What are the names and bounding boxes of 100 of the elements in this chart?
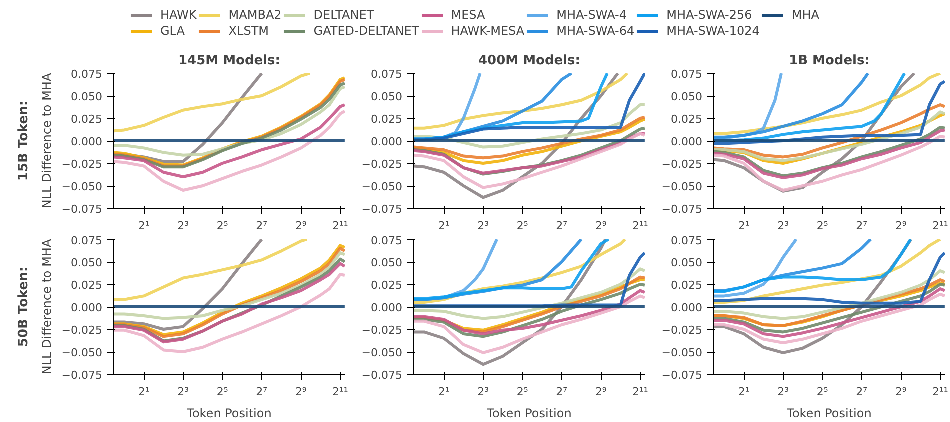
y-tick-label: 0.000 <box>71 302 103 314</box>
y-tick-label: 0.050 <box>71 256 103 270</box>
y-tick-label: −0.050 <box>62 346 103 360</box>
x-axis-title: Token Position <box>186 406 272 420</box>
x-tick-label: 2¹ <box>438 220 450 232</box>
legend-label: HAWK <box>160 8 197 22</box>
x-tick-label: 2¹¹ <box>632 220 648 232</box>
y-tick-label: 0.025 <box>671 279 703 292</box>
x-tick-label: 2¹¹ <box>332 220 348 232</box>
y-tick-label: −0.075 <box>362 369 403 382</box>
y-tick-label: −0.025 <box>662 324 703 337</box>
y-axis-title: NLL Difference to MHA <box>40 72 54 209</box>
x-tick-label: 2¹ <box>138 386 150 398</box>
x-tick-label: 2⁷ <box>556 386 568 398</box>
legend-label: HAWK-MESA <box>451 24 525 38</box>
x-tick-label: 2⁹ <box>895 220 907 232</box>
y-tick-label: 0.050 <box>71 90 103 104</box>
legend-label: MESA <box>451 8 486 22</box>
x-tick-label: 2⁷ <box>556 220 568 232</box>
chart-title: 400M Models: <box>478 54 580 68</box>
y-tick-label: −0.050 <box>662 346 703 360</box>
x-tick-label: 2⁹ <box>595 386 607 398</box>
x-axis-title: Token Position <box>486 406 572 420</box>
y-tick-label: 0.050 <box>371 90 403 104</box>
y-tick-label: 0.075 <box>71 234 103 248</box>
x-tick-label: 2⁷ <box>856 386 868 398</box>
x-tick-label: 2⁷ <box>256 386 268 398</box>
chart-title: 1B Models: <box>789 54 870 68</box>
x-tick-label: 2¹¹ <box>932 220 948 232</box>
x-tick-label: 2³ <box>778 386 790 398</box>
x-tick-label: 2⁹ <box>295 386 307 398</box>
y-tick-label: −0.025 <box>62 158 103 171</box>
y-axis-title: NLL Difference to MHA <box>40 238 54 375</box>
y-tick-label: 0.000 <box>671 302 703 314</box>
y-tick-label: 0.075 <box>71 68 103 81</box>
y-tick-label: −0.025 <box>662 158 703 171</box>
x-tick-label: 2¹ <box>738 220 750 232</box>
x-tick-label: 2³ <box>478 386 490 398</box>
legend-label: DELTANET <box>314 8 374 22</box>
y-tick-label: 0.025 <box>671 113 703 126</box>
text: 15B Token: <box>16 100 32 182</box>
x-tick-label: 2³ <box>178 220 190 232</box>
y-tick-label: 0.075 <box>671 68 703 81</box>
y-tick-label: −0.075 <box>662 203 703 216</box>
x-tick-label: 2¹¹ <box>332 386 348 398</box>
y-tick-label: 0.075 <box>371 68 403 81</box>
legend-label: XLSTM <box>228 24 270 38</box>
y-tick-label: −0.050 <box>662 180 703 194</box>
y-tick-label: 0.000 <box>671 136 703 148</box>
y-tick-label: 0.025 <box>71 113 103 126</box>
text: 50B Token: <box>16 266 32 348</box>
x-tick-label: 2⁵ <box>516 386 528 398</box>
y-tick-label: −0.025 <box>62 324 103 337</box>
x-tick-label: 2⁹ <box>295 220 307 232</box>
x-tick-label: 2⁷ <box>256 220 268 232</box>
y-tick-label: 0.025 <box>371 279 403 292</box>
x-tick-label: 2⁵ <box>816 386 828 398</box>
x-tick-label: 2⁵ <box>216 220 228 232</box>
x-tick-label: 2⁵ <box>816 220 828 232</box>
y-tick-label: −0.025 <box>362 324 403 337</box>
y-tick-label: 0.000 <box>371 302 403 314</box>
y-tick-label: 0.075 <box>371 234 403 248</box>
legend-label: MAMBA2 <box>228 8 282 22</box>
legend-label: MHA-SWA-1024 <box>666 24 760 38</box>
x-tick-label: 2⁵ <box>216 386 228 398</box>
y-tick-label: 0.000 <box>71 136 103 148</box>
chart-title: 145M Models: <box>178 54 280 68</box>
legend-label: MHA-SWA-256 <box>666 8 752 22</box>
y-tick-label: −0.075 <box>62 203 103 216</box>
x-tick-label: 2¹ <box>738 386 750 398</box>
x-tick-label: 2⁹ <box>595 220 607 232</box>
y-tick-label: −0.075 <box>62 369 103 382</box>
y-tick-label: −0.050 <box>362 180 403 194</box>
y-tick-label: 0.025 <box>371 113 403 126</box>
y-tick-label: −0.075 <box>662 369 703 382</box>
x-tick-label: 2⁷ <box>856 220 868 232</box>
y-tick-label: 0.075 <box>671 234 703 248</box>
legend-label: GATED-DELTANET <box>314 24 420 38</box>
y-tick-label: 0.000 <box>371 136 403 148</box>
legend-label: MHA-SWA-64 <box>556 24 635 38</box>
x-tick-label: 2³ <box>778 220 790 232</box>
y-tick-label: −0.025 <box>362 158 403 171</box>
y-tick-label: 0.025 <box>71 279 103 292</box>
x-tick-label: 2⁵ <box>516 220 528 232</box>
legend-label: MHA-SWA-4 <box>556 8 627 22</box>
x-tick-label: 2¹ <box>138 220 150 232</box>
x-tick-label: 2¹ <box>438 386 450 398</box>
y-tick-label: −0.075 <box>362 203 403 216</box>
x-tick-label: 2³ <box>478 220 490 232</box>
x-tick-label: 2³ <box>178 386 190 398</box>
x-tick-label: 2¹¹ <box>932 386 948 398</box>
y-tick-label: 0.050 <box>671 256 703 270</box>
x-axis-title: Token Position <box>786 406 872 420</box>
y-tick-label: −0.050 <box>362 346 403 360</box>
y-tick-label: 0.050 <box>671 90 703 104</box>
legend-label: GLA <box>160 24 185 38</box>
x-tick-label: 2¹¹ <box>632 386 648 398</box>
y-tick-label: −0.050 <box>62 180 103 194</box>
y-tick-label: 0.050 <box>371 256 403 270</box>
x-tick-label: 2⁹ <box>895 386 907 398</box>
